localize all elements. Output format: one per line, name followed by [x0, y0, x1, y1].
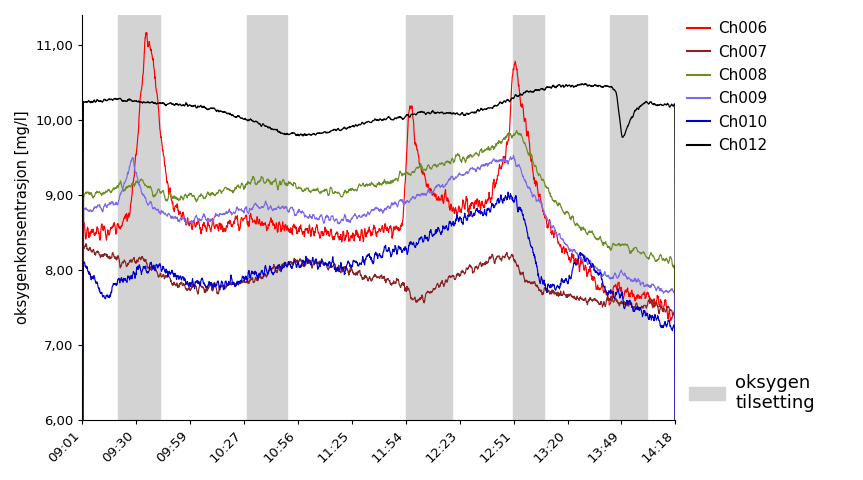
- Ch012: [576, 81, 587, 86]
- Ch010: [503, 189, 513, 195]
- Ch009: [366, 209, 376, 215]
- Ch012: [350, 123, 360, 129]
- Ch006: [653, 295, 664, 301]
- Ch007: [108, 250, 118, 256]
- Ch008: [108, 188, 118, 193]
- Ch007: [366, 277, 376, 283]
- Ch008: [653, 257, 664, 263]
- Bar: [247, 15, 287, 420]
- Ch010: [350, 259, 360, 265]
- Ch012: [366, 120, 376, 125]
- Ch007: [81, 241, 91, 247]
- Ch010: [653, 315, 664, 321]
- Bar: [609, 15, 647, 420]
- Ch009: [653, 284, 664, 290]
- Ch006: [366, 232, 376, 238]
- Ch008: [350, 187, 360, 193]
- Ch010: [653, 314, 664, 320]
- Ch009: [108, 200, 118, 205]
- Bar: [513, 15, 545, 420]
- Ch006: [653, 294, 664, 300]
- Ch007: [350, 272, 361, 278]
- Ch006: [350, 233, 361, 239]
- Ch010: [366, 255, 376, 261]
- Ch006: [545, 216, 555, 222]
- Line: Ch009: Ch009: [83, 155, 676, 480]
- Ch009: [350, 211, 360, 216]
- Ch009: [545, 220, 555, 226]
- Bar: [118, 15, 160, 420]
- Ch012: [545, 84, 555, 90]
- Legend: oksygen
tilsetting: oksygen tilsetting: [681, 366, 822, 420]
- Ch012: [653, 102, 664, 108]
- Ch009: [653, 284, 664, 289]
- Ch006: [108, 223, 118, 229]
- Ch008: [366, 182, 376, 188]
- Ch007: [653, 306, 664, 312]
- Ch009: [508, 152, 519, 158]
- Line: Ch006: Ch006: [83, 33, 676, 480]
- Ch007: [545, 291, 555, 297]
- Ch012: [671, 356, 681, 362]
- Ch008: [653, 256, 664, 262]
- Ch008: [512, 128, 522, 133]
- Line: Ch008: Ch008: [83, 131, 676, 480]
- Ch010: [545, 285, 555, 290]
- Ch007: [653, 309, 664, 314]
- Ch008: [545, 191, 555, 196]
- Line: Ch007: Ch007: [83, 244, 676, 480]
- Line: Ch010: Ch010: [83, 192, 676, 480]
- Ch012: [108, 97, 118, 103]
- Line: Ch012: Ch012: [83, 84, 676, 480]
- Y-axis label: oksygenkonsentrasjon [mg/l]: oksygenkonsentrasjon [mg/l]: [15, 110, 30, 324]
- Ch006: [141, 30, 151, 36]
- Ch010: [108, 283, 118, 289]
- Bar: [406, 15, 452, 420]
- Ch012: [653, 102, 664, 108]
